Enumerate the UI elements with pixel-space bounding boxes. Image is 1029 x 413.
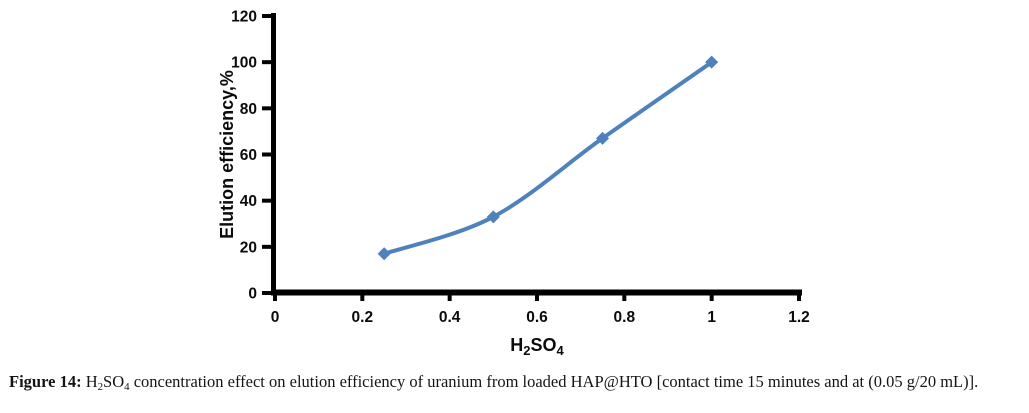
y-tick-label: 20 [240,239,257,256]
y-tick-label: 120 [231,9,257,26]
y-tick-label: 100 [231,55,257,72]
x-tick-label: 0 [271,309,280,326]
x-axis-title: H2SO4 [510,335,564,358]
y-tick-label: 40 [240,193,257,210]
caption-text: concentration effect on elution efficien… [129,372,979,391]
caption-formula-sub2: 2 [97,381,104,394]
x-tick-label: 1 [707,309,716,326]
x-tick-label: 0.6 [526,309,548,326]
caption-label: Figure 14: [9,372,86,391]
x-tick-label: 0.4 [439,309,461,326]
x-tick-label: 1.2 [788,309,810,326]
y-tick-label: 60 [240,147,257,164]
caption-formula-sub4: 4 [124,381,130,394]
data-point-marker [486,210,500,224]
y-tick-label: 80 [240,101,257,118]
x-tick-label: 0.2 [352,309,374,326]
series-line [382,60,714,256]
caption-formula-so: SO [103,372,125,391]
elution-efficiency-chart: 0 20 40 60 80 100 120 0 0.2 0.4 0.6 0.8 1 1.2 H2SO4 Elu… [217,9,810,359]
data-point-marker [705,55,719,69]
x-tick-label: 0.8 [614,309,636,326]
data-point-marker [596,131,609,145]
y-tick-label: 0 [248,286,257,303]
figure-caption: Figure 14: H2SO4 concentration effect on… [0,372,1029,395]
caption-formula-h: H [85,372,98,391]
y-axis-title: Elution efficiency,% [217,70,237,239]
data-point-marker [377,247,391,261]
